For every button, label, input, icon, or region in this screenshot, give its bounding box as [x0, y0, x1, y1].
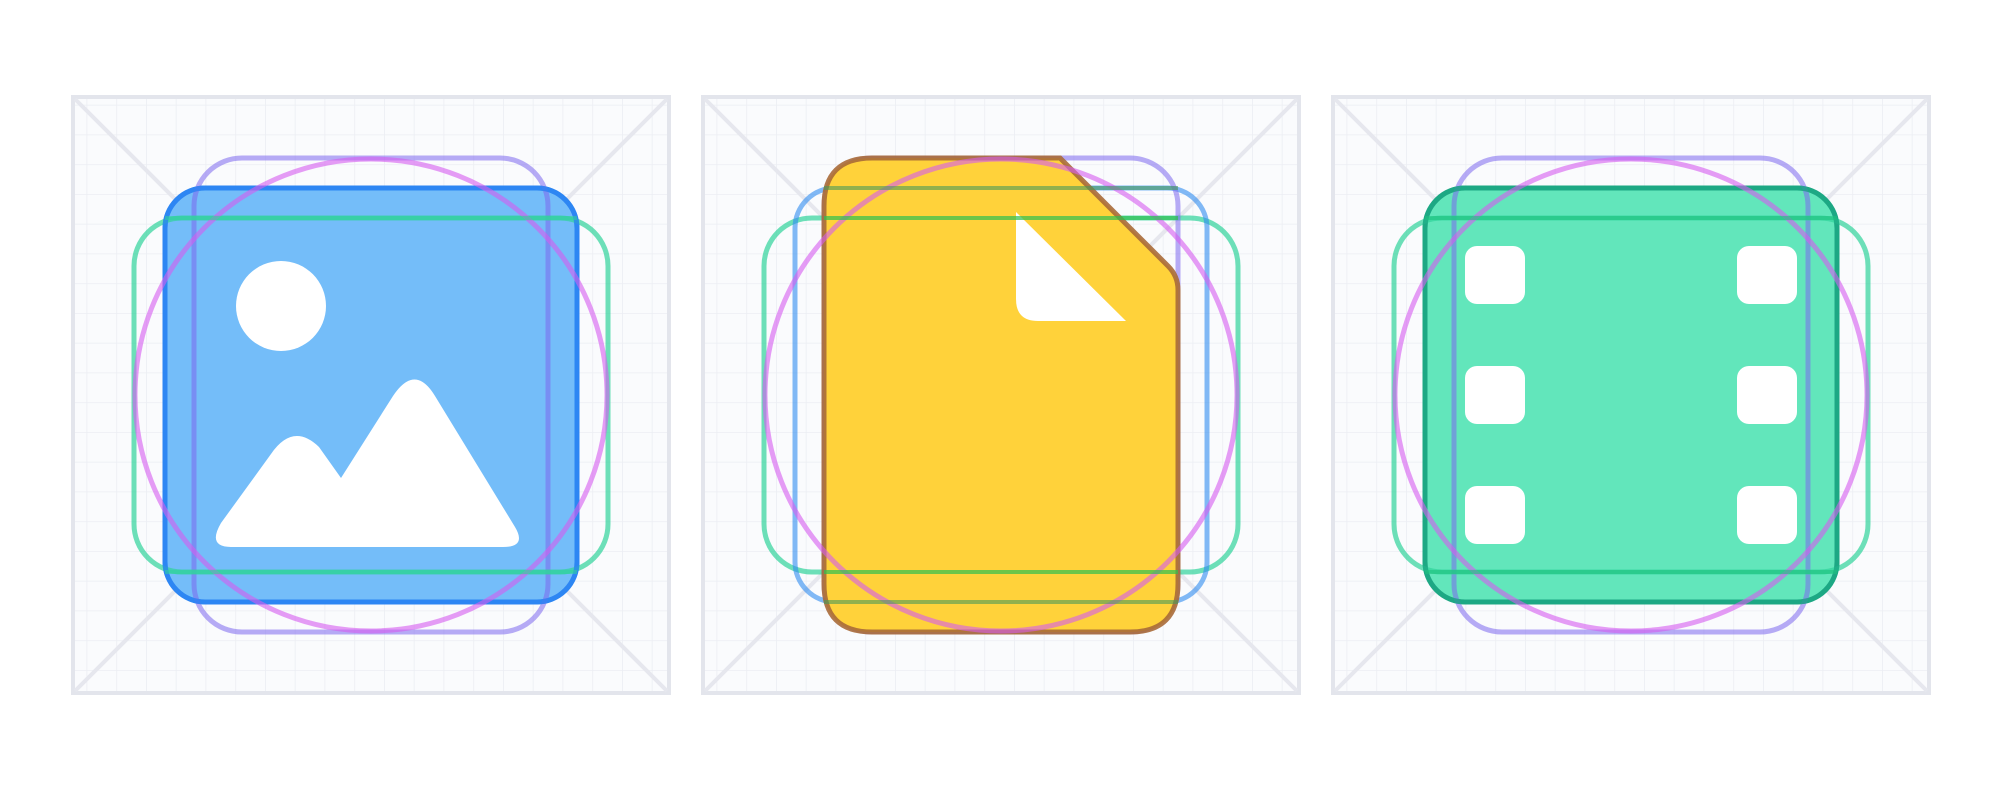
film-hole [1737, 486, 1797, 544]
panel-image [71, 95, 671, 695]
keylines [131, 155, 611, 635]
film-hole [1465, 246, 1525, 304]
keyline-circle [762, 156, 1240, 634]
film-icon [1422, 185, 1840, 605]
keylines [1391, 155, 1871, 635]
panel-video [1331, 95, 1931, 695]
mountain-glyph [215, 379, 519, 547]
sun-glyph [236, 261, 326, 351]
keylines-front [762, 156, 1240, 634]
folded-corner-glyph [1016, 212, 1126, 321]
document-icon [821, 155, 1181, 635]
panel-document [701, 95, 1301, 695]
keyline-portrait-ring [162, 185, 580, 605]
film-hole [1737, 366, 1797, 424]
keyline-portrait-ring [1422, 185, 1840, 605]
image-icon [162, 185, 580, 605]
film-hole [1465, 366, 1525, 424]
keyline-circle [132, 156, 610, 634]
film-hole [1465, 486, 1525, 544]
keyline-circle [1392, 156, 1870, 634]
film-hole [1737, 246, 1797, 304]
